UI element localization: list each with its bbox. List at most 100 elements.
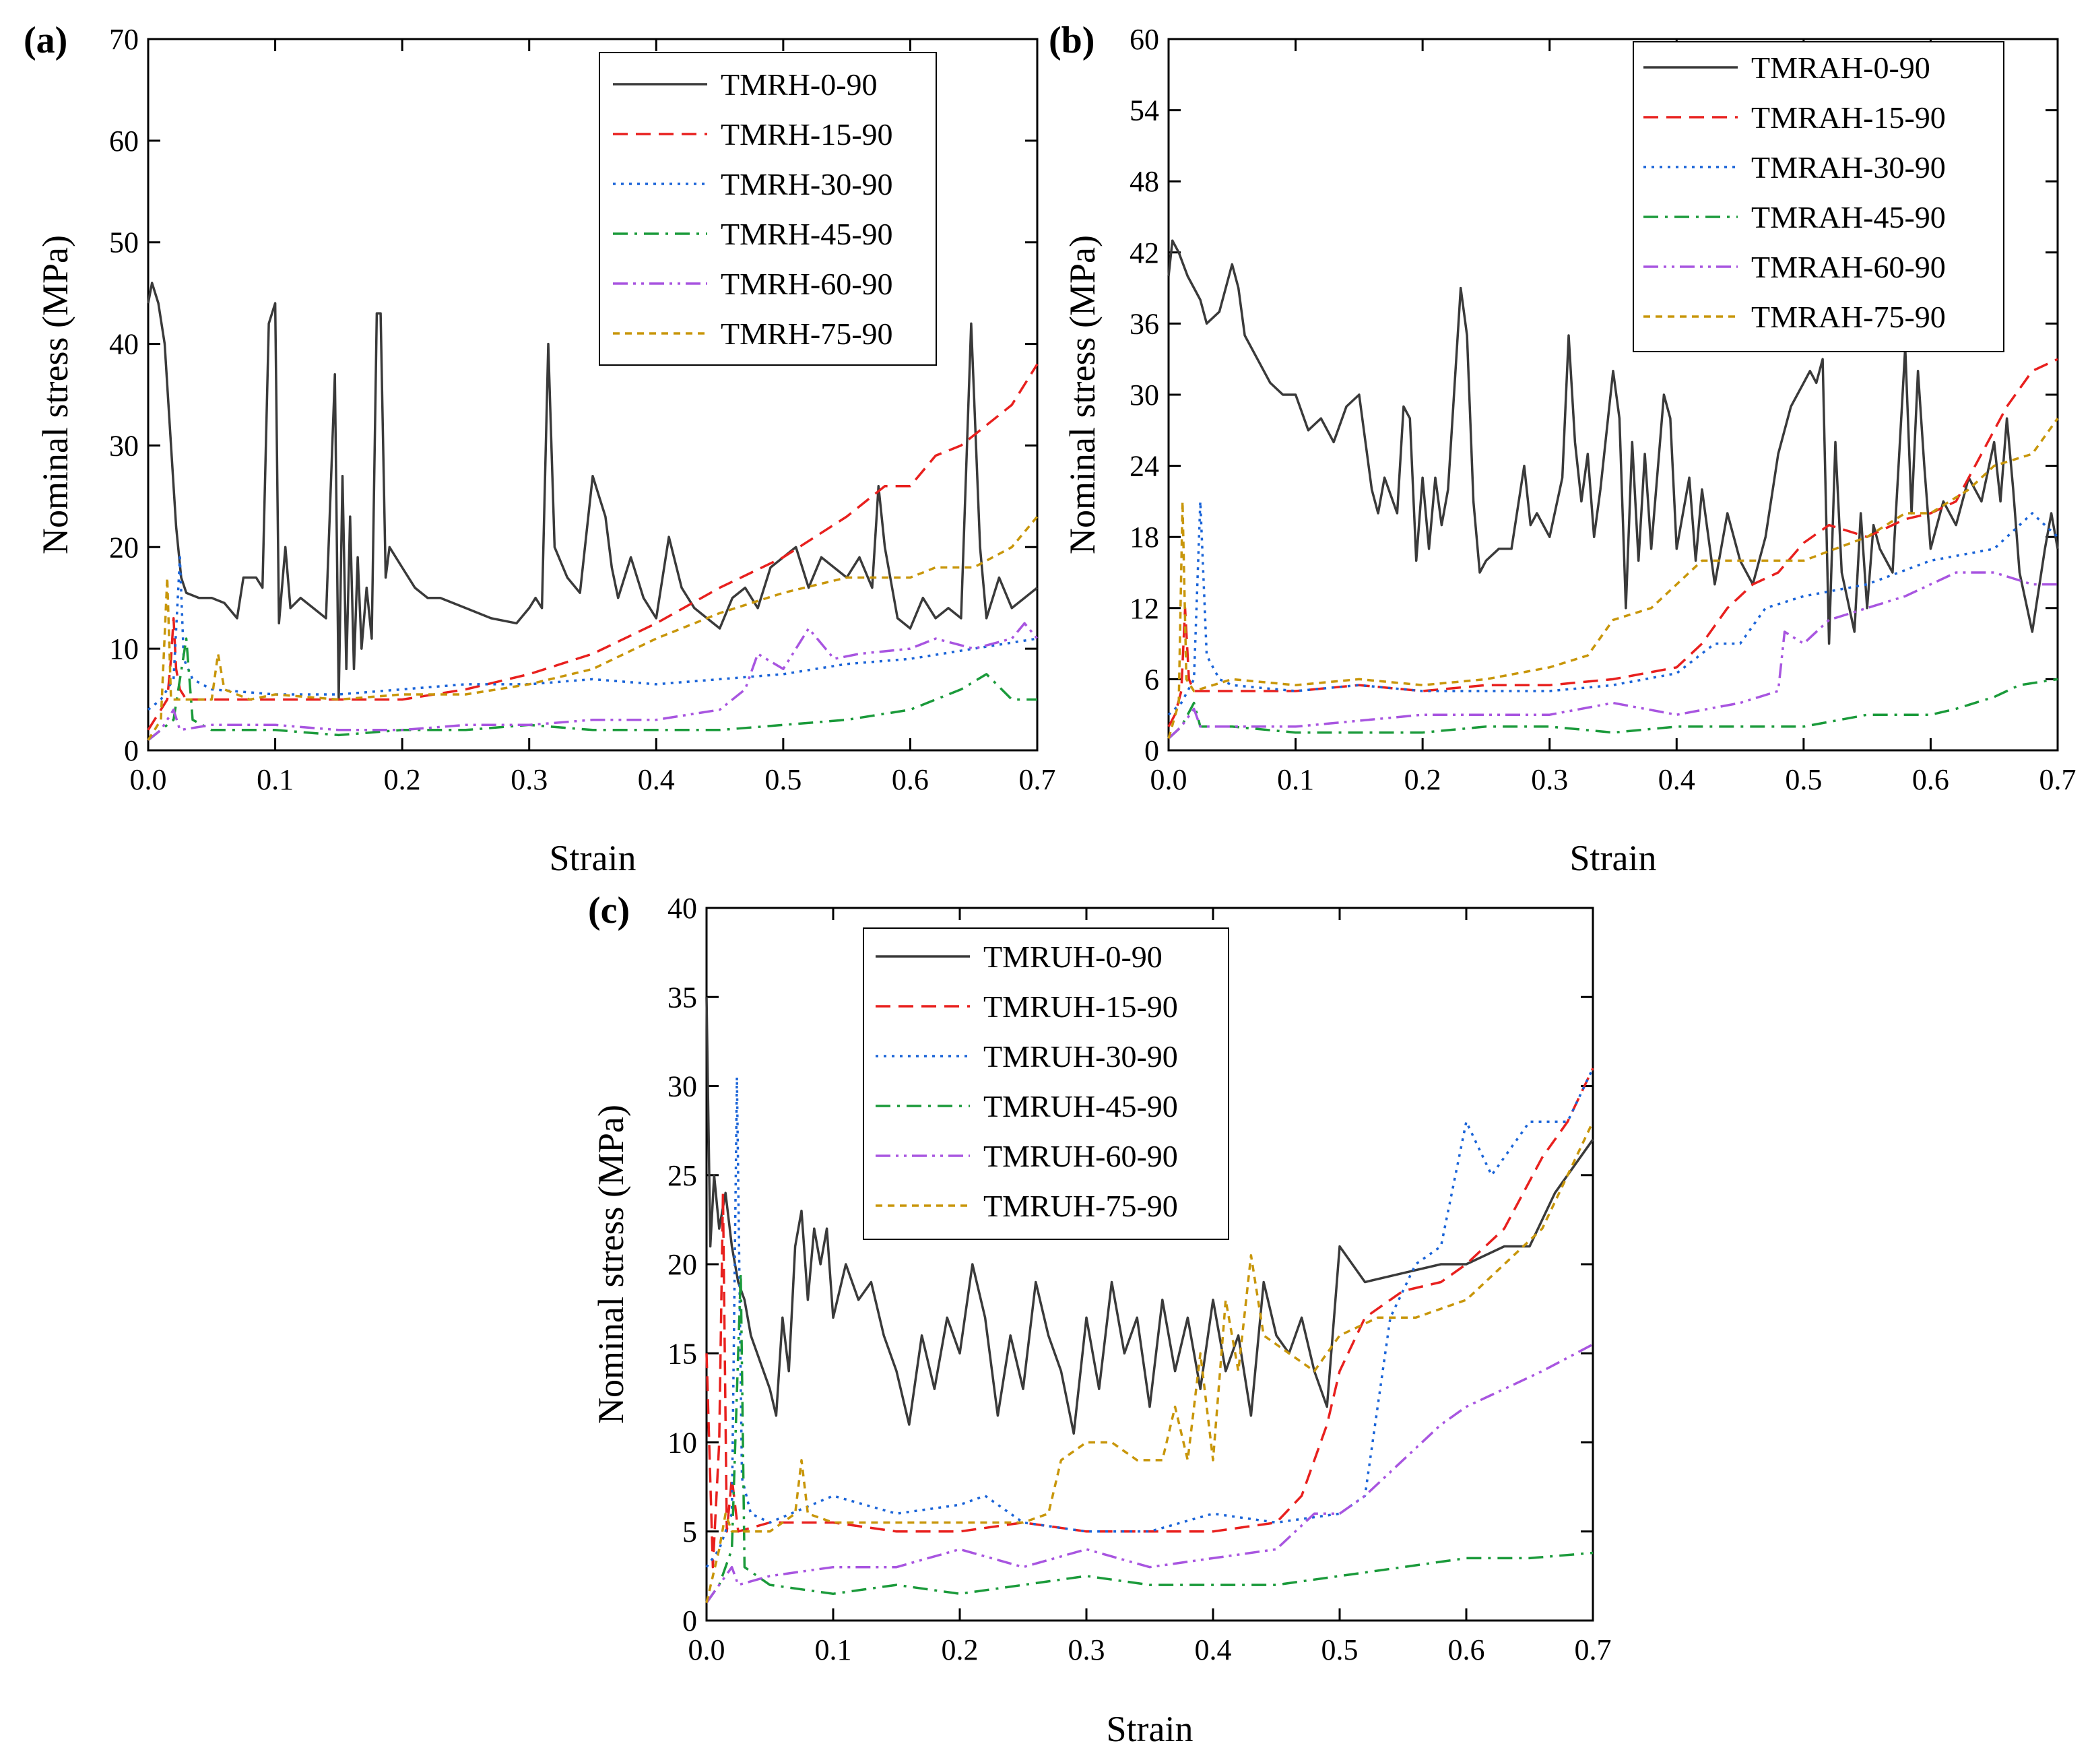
legend-entry-tmruh-60-90: TMRUH-60-90 <box>876 1139 1178 1173</box>
legend-label: TMRUH-75-90 <box>983 1189 1178 1223</box>
series-line-tmrah-75-90 <box>1167 418 2059 739</box>
panel-a-ytick-label: 50 <box>109 226 139 259</box>
panel-b-xtick-label: 0.2 <box>1404 763 1441 796</box>
panel-c-ytick-label: 20 <box>667 1248 697 1281</box>
legend-entry-tmruh-15-90: TMRUH-15-90 <box>876 989 1178 1024</box>
panel-c-xtick-label: 0.1 <box>815 1633 852 1666</box>
panel-a-plot-frame <box>147 38 1039 752</box>
panel-c-legend-box <box>863 927 1229 1240</box>
panel-b-xtick-label: 0.0 <box>1150 763 1187 796</box>
series-line-tmrh-45-90 <box>147 637 1037 742</box>
legend-label: TMRH-30-90 <box>721 167 893 201</box>
panel-a-ytick-label: 60 <box>109 125 139 158</box>
panel-a-ticks <box>147 38 1039 752</box>
panel-c-ytick-label: 0 <box>682 1604 697 1637</box>
legend-label: TMRH-0-90 <box>721 67 878 102</box>
panel-a-y-axis-title: Nominal stress (MPa) <box>35 235 75 554</box>
legend-label: TMRH-45-90 <box>721 217 893 251</box>
panel-a-series <box>147 282 1039 742</box>
panel-c-xtick-label: 0.6 <box>1448 1633 1485 1666</box>
legend-entry-tmrah-30-90: TMRAH-30-90 <box>1643 150 1946 185</box>
series-line-tmrah-60-90 <box>1167 571 2058 740</box>
panel-c-xtick-labels: 0.0 0.1 0.2 0.3 0.4 0.5 0.6 0.7 <box>688 1633 1612 1666</box>
panel-a-ytick-label: 70 <box>109 23 139 56</box>
legend-label: TMRUH-45-90 <box>983 1089 1178 1123</box>
legend-label: TMRAH-60-90 <box>1751 250 1946 284</box>
series-line-tmruh-45-90 <box>705 1272 1594 1604</box>
panel-a-xtick-label: 0.1 <box>257 763 294 796</box>
panel-a-xtick-label: 0.2 <box>384 763 421 796</box>
panel-c-ticks <box>705 907 1594 1622</box>
panel-a-x-axis-title: Strain <box>550 838 636 878</box>
panel-b-ytick-label: 60 <box>1130 23 1159 56</box>
panel-c-ytick-labels: 0 5 10 15 20 25 30 35 40 <box>667 892 697 1637</box>
panel-a-ytick-labels: 0 10 20 30 40 50 60 70 <box>109 23 139 767</box>
legend-entry-tmrh-15-90: TMRH-15-90 <box>613 117 893 152</box>
series-line-tmruh-0-90 <box>705 997 1594 1435</box>
panel-b-ytick-labels: 0 6 12 18 24 30 36 42 48 54 60 <box>1130 23 1159 767</box>
legend-label: TMRAH-45-90 <box>1751 200 1946 234</box>
panel-b-ytick-label: 18 <box>1130 521 1159 554</box>
panel-c-ytick-label: 40 <box>667 892 697 925</box>
panel-c-label: (c) <box>588 890 630 932</box>
panel-b-label: (b) <box>1049 20 1094 61</box>
panel-b-xtick-label: 0.4 <box>1658 763 1695 796</box>
series-line-tmrh-75-90 <box>147 515 1039 741</box>
panel-c: (c) 0 5 10 15 20 25 30 35 40 0.0 0.1 0.2… <box>588 890 1612 1749</box>
panel-c-ytick-label: 25 <box>667 1159 697 1192</box>
legend-entry-tmruh-0-90: TMRUH-0-90 <box>876 940 1163 974</box>
panel-a-ytick-label: 40 <box>109 328 139 361</box>
series-line-tmruh-30-90 <box>705 1068 1594 1568</box>
panel-a-xtick-labels: 0.0 0.1 0.2 0.3 0.4 0.5 0.6 0.7 <box>130 763 1056 796</box>
panel-b-legend: TMRAH-0-90 TMRAH-15-90 TMRAH-30-90 TMRAH… <box>1633 41 2004 352</box>
panel-a-legend-box <box>599 52 937 366</box>
legend-entry-tmrah-15-90: TMRAH-15-90 <box>1643 100 1946 135</box>
series-line-tmruh-75-90 <box>705 1121 1594 1604</box>
panel-b-ytick-label: 0 <box>1144 734 1159 767</box>
panel-c-series <box>705 997 1594 1604</box>
panel-b-ytick-label: 42 <box>1130 236 1159 269</box>
legend-label: TMRAH-30-90 <box>1751 150 1946 185</box>
legend-label: TMRUH-60-90 <box>983 1139 1178 1173</box>
series-line-tmrh-60-90 <box>147 622 1039 742</box>
legend-label: TMRH-15-90 <box>721 117 893 152</box>
panel-c-ytick-label: 5 <box>682 1515 697 1548</box>
panel-c-xtick-label: 0.3 <box>1068 1633 1105 1666</box>
series-line-tmrh-0-90 <box>147 282 1039 701</box>
panel-b-xtick-label: 0.1 <box>1277 763 1314 796</box>
legend-label: TMRH-75-90 <box>721 317 893 351</box>
legend-entry-tmrh-30-90: TMRH-30-90 <box>613 167 893 201</box>
legend-label: TMRUH-15-90 <box>983 989 1178 1024</box>
series-line-tmrah-30-90 <box>1167 500 2059 716</box>
panel-b-ytick-label: 54 <box>1130 94 1159 127</box>
panel-b-xtick-label: 0.3 <box>1531 763 1568 796</box>
series-line-tmruh-60-90 <box>705 1343 1594 1604</box>
panel-c-xtick-label: 0.7 <box>1575 1633 1612 1666</box>
legend-label: TMRAH-15-90 <box>1751 100 1946 135</box>
panel-c-xtick-label: 0.4 <box>1195 1633 1232 1666</box>
legend-label: TMRUH-0-90 <box>983 940 1163 974</box>
panel-b-xtick-labels: 0.0 0.1 0.2 0.3 0.4 0.5 0.6 0.7 <box>1150 763 2077 796</box>
panel-c-y-axis-title: Nominal stress (MPa) <box>591 1105 631 1424</box>
panel-a-ytick-label: 0 <box>124 734 139 767</box>
panel-a-ytick-label: 30 <box>109 429 139 462</box>
panel-a-xtick-label: 0.3 <box>511 763 548 796</box>
panel-a-xtick-label: 0.4 <box>638 763 675 796</box>
panel-c-ytick-label: 10 <box>667 1427 697 1460</box>
legend-entry-tmrah-75-90: TMRAH-75-90 <box>1643 300 1946 334</box>
panel-a-label: (a) <box>24 20 67 61</box>
panel-c-ytick-label: 35 <box>667 981 697 1014</box>
panel-c-xtick-label: 0.5 <box>1321 1633 1359 1666</box>
series-line-tmrah-45-90 <box>1167 678 2058 740</box>
legend-entry-tmruh-45-90: TMRUH-45-90 <box>876 1089 1178 1123</box>
panel-b-y-axis-title: Nominal stress (MPa) <box>1062 235 1103 554</box>
series-line-tmrah-0-90 <box>1167 239 2059 645</box>
panel-b-ytick-label: 6 <box>1144 663 1159 696</box>
panel-b-ytick-label: 36 <box>1130 307 1159 340</box>
legend-label: TMRH-60-90 <box>721 267 893 301</box>
panel-a-legend: TMRH-0-90 TMRH-15-90 TMRH-30-90 TMRH-45-… <box>599 52 937 366</box>
panel-a-xtick-label: 0.7 <box>1019 763 1056 796</box>
legend-label: TMRUH-30-90 <box>983 1039 1178 1074</box>
panel-b-x-axis-title: Strain <box>1570 838 1657 878</box>
legend-entry-tmrh-60-90: TMRH-60-90 <box>613 267 893 301</box>
